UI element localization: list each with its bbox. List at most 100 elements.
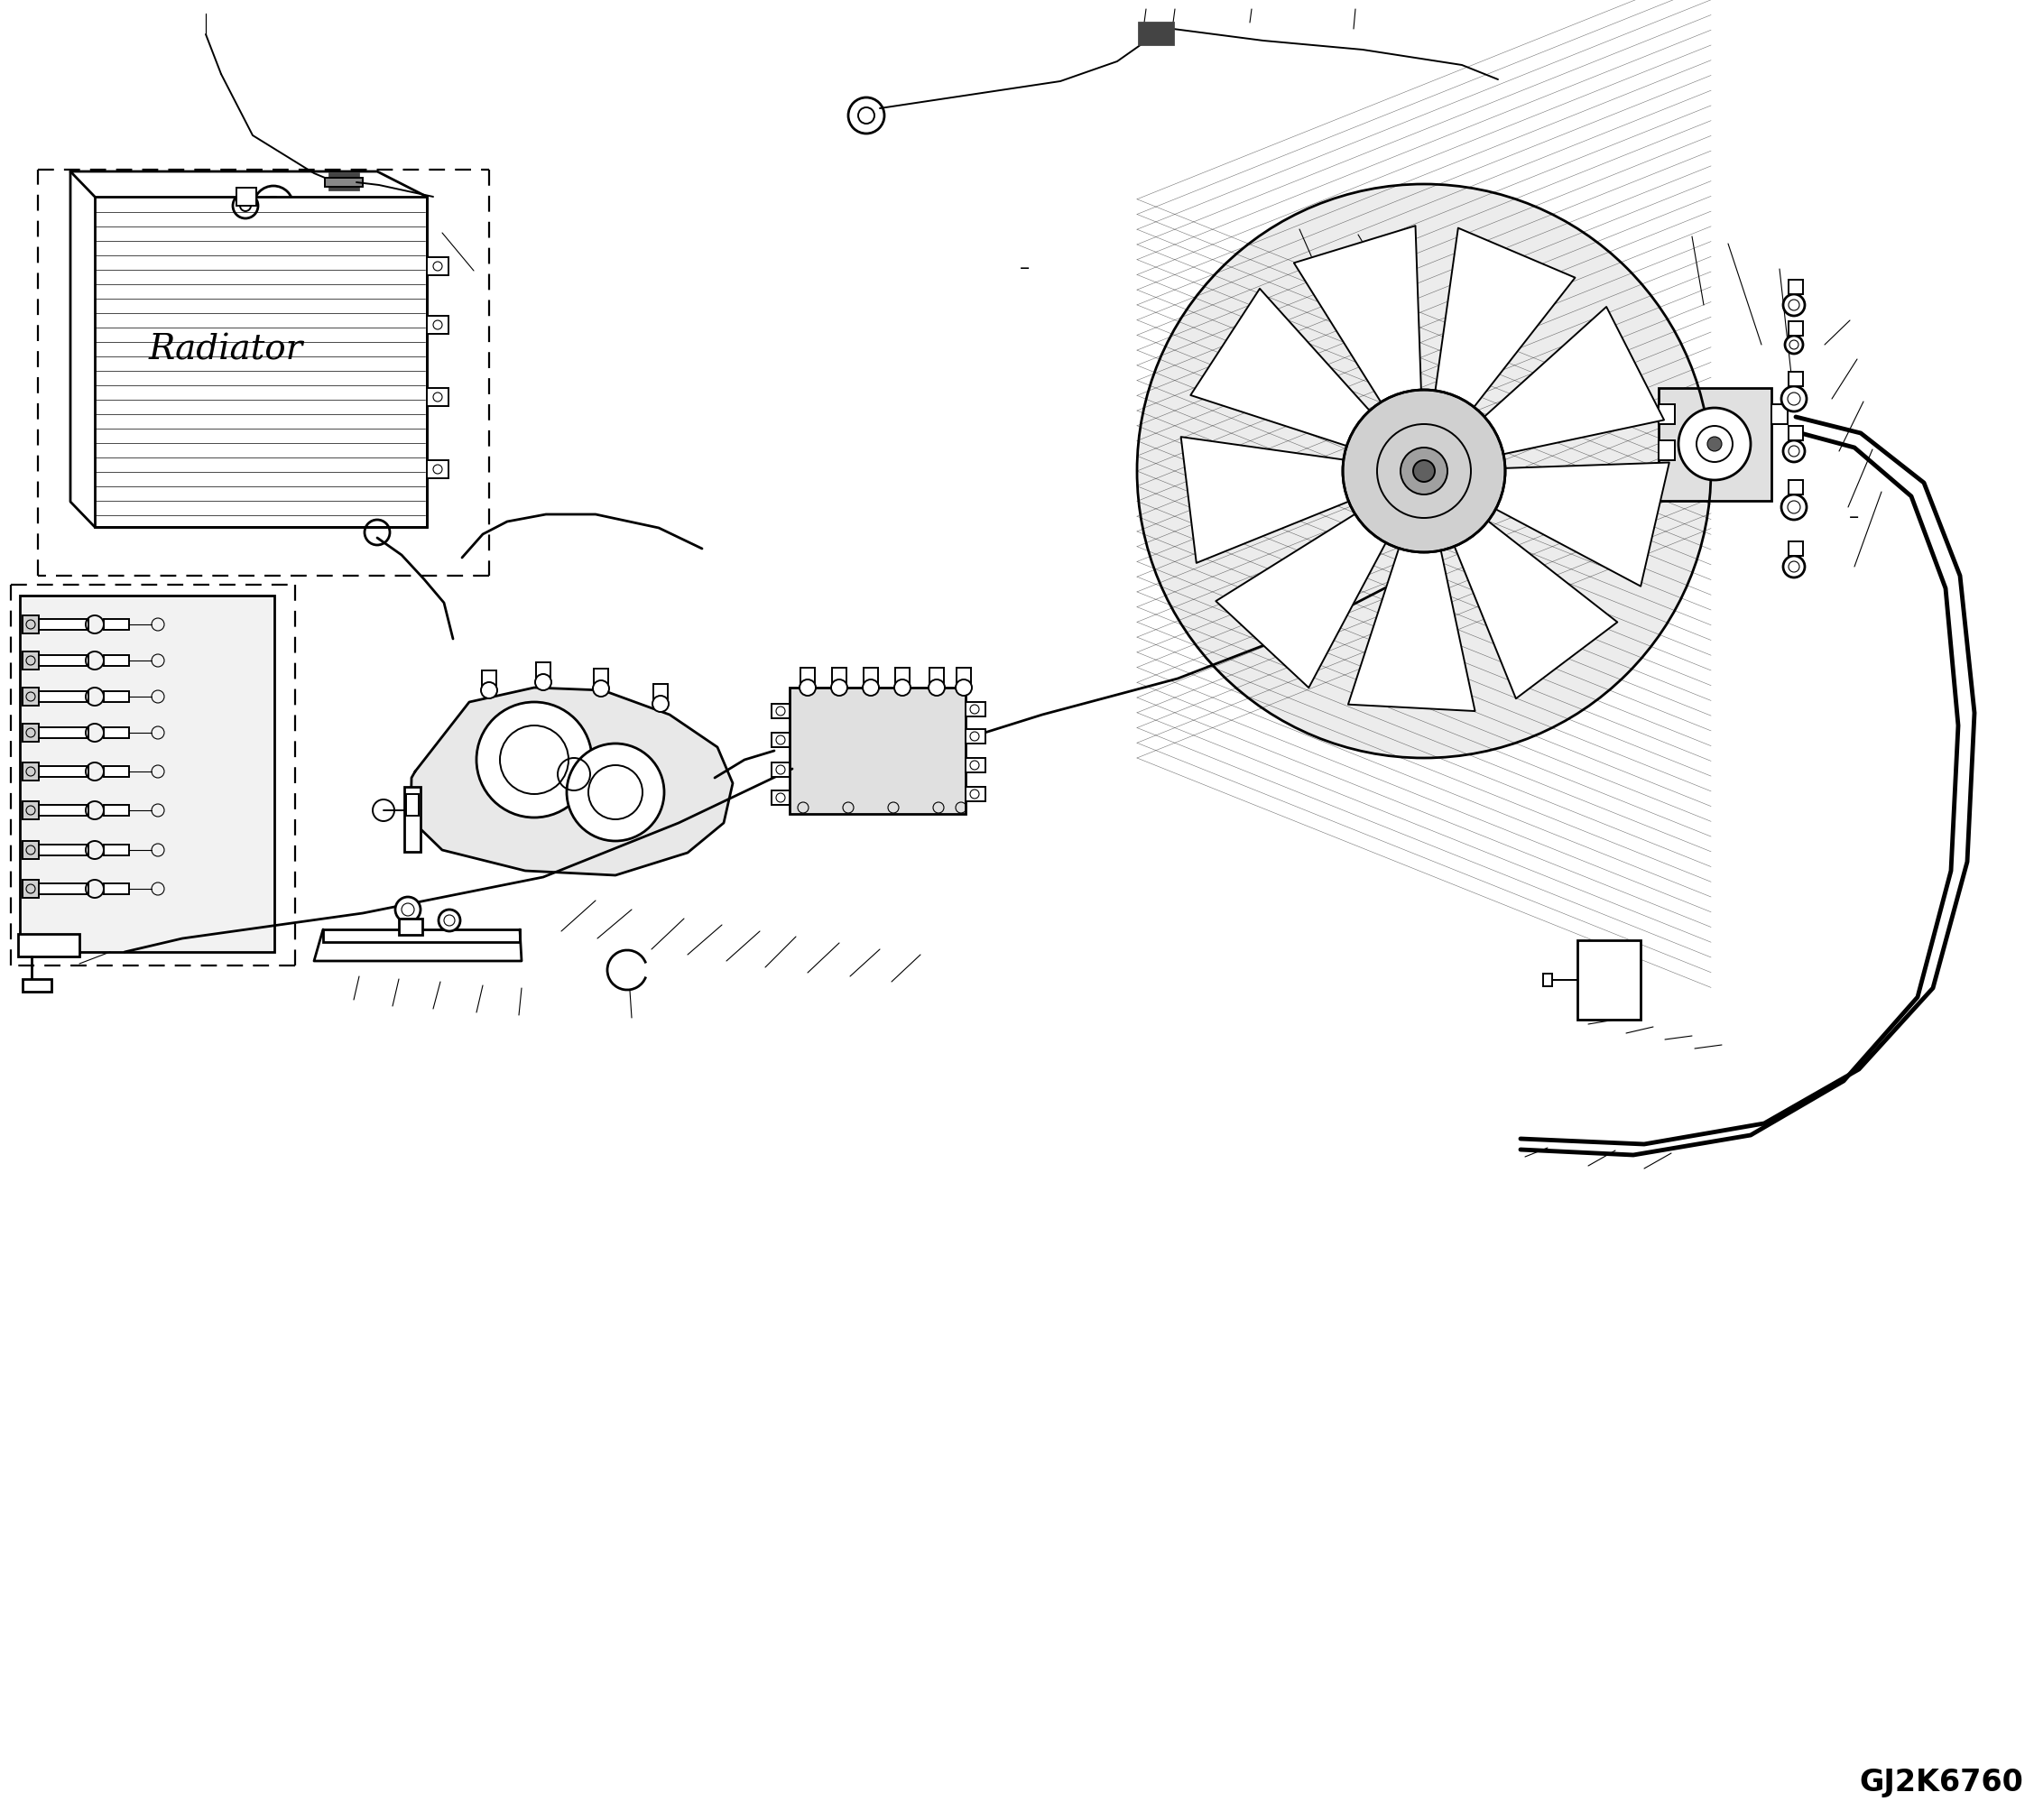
Polygon shape xyxy=(1216,513,1385,688)
Circle shape xyxy=(1784,440,1804,462)
Polygon shape xyxy=(1190,289,1369,446)
Text: Radiator: Radiator xyxy=(148,333,303,368)
Bar xyxy=(1772,404,1788,424)
Bar xyxy=(594,668,608,688)
Bar xyxy=(104,655,128,666)
Bar xyxy=(20,595,275,952)
Circle shape xyxy=(653,695,669,712)
Bar xyxy=(653,684,667,704)
Bar xyxy=(1658,440,1674,460)
Bar xyxy=(39,883,87,894)
Circle shape xyxy=(832,679,848,695)
Bar xyxy=(323,930,521,943)
Bar xyxy=(405,786,421,852)
Bar xyxy=(427,388,447,406)
Bar xyxy=(1658,388,1772,501)
Bar xyxy=(22,763,39,781)
Bar xyxy=(1788,541,1802,555)
Bar xyxy=(956,668,970,688)
Bar xyxy=(801,668,816,688)
Bar xyxy=(39,692,87,703)
Bar xyxy=(18,934,79,957)
Bar xyxy=(39,804,87,815)
Bar xyxy=(771,704,789,719)
Circle shape xyxy=(1678,408,1751,480)
Text: –: – xyxy=(1849,508,1859,526)
Bar xyxy=(537,662,551,682)
Bar xyxy=(1578,941,1641,1019)
Polygon shape xyxy=(1485,308,1664,455)
Bar xyxy=(1544,974,1552,986)
Bar xyxy=(104,692,128,703)
Polygon shape xyxy=(1294,226,1422,402)
Circle shape xyxy=(895,679,911,695)
Circle shape xyxy=(1137,184,1711,757)
Bar xyxy=(22,724,39,743)
Polygon shape xyxy=(1182,437,1349,562)
Circle shape xyxy=(799,679,816,695)
Bar xyxy=(39,844,87,855)
Bar xyxy=(771,790,789,804)
Bar xyxy=(22,841,39,859)
Polygon shape xyxy=(1436,228,1574,408)
Bar xyxy=(1788,280,1802,295)
Bar xyxy=(96,197,427,528)
Bar xyxy=(1788,480,1802,495)
Circle shape xyxy=(535,673,551,690)
Bar xyxy=(1658,404,1674,424)
Circle shape xyxy=(567,744,665,841)
Text: –: – xyxy=(1019,258,1029,277)
Bar xyxy=(22,688,39,706)
Bar xyxy=(1788,426,1802,440)
Circle shape xyxy=(592,681,608,697)
Bar xyxy=(399,919,423,935)
Bar xyxy=(407,794,419,815)
Circle shape xyxy=(1786,335,1802,353)
Circle shape xyxy=(862,679,879,695)
Circle shape xyxy=(1782,386,1806,411)
Circle shape xyxy=(1782,495,1806,521)
Bar xyxy=(104,619,128,630)
Circle shape xyxy=(476,703,592,817)
Circle shape xyxy=(1401,448,1448,495)
Bar xyxy=(22,879,39,897)
Bar xyxy=(39,728,87,739)
Bar xyxy=(39,619,87,630)
Polygon shape xyxy=(411,688,732,875)
Polygon shape xyxy=(1495,462,1670,586)
Circle shape xyxy=(1784,555,1804,577)
Bar xyxy=(966,757,984,772)
Bar xyxy=(104,844,128,855)
Bar xyxy=(864,668,879,688)
Bar xyxy=(789,688,966,814)
Bar xyxy=(427,257,447,275)
Bar xyxy=(427,317,447,333)
Bar xyxy=(895,668,909,688)
Circle shape xyxy=(439,910,460,932)
Bar xyxy=(39,655,87,666)
Bar xyxy=(930,668,944,688)
Bar xyxy=(482,670,496,690)
Bar xyxy=(771,763,789,777)
Bar xyxy=(39,766,87,777)
Bar xyxy=(427,460,447,479)
Bar xyxy=(966,730,984,744)
Bar xyxy=(1788,371,1802,386)
Bar xyxy=(104,804,128,815)
Bar xyxy=(966,786,984,801)
Circle shape xyxy=(930,679,946,695)
Bar xyxy=(771,733,789,748)
Bar xyxy=(22,801,39,819)
Bar xyxy=(22,979,51,992)
Text: GJ2K6760: GJ2K6760 xyxy=(1859,1767,2024,1798)
Circle shape xyxy=(956,679,972,695)
Bar xyxy=(966,703,984,717)
Bar xyxy=(104,883,128,894)
Bar xyxy=(236,187,256,206)
Circle shape xyxy=(1414,460,1434,482)
Circle shape xyxy=(395,897,421,923)
Bar xyxy=(330,173,358,189)
Bar xyxy=(104,728,128,739)
Polygon shape xyxy=(1349,548,1475,712)
Bar xyxy=(1139,22,1174,44)
